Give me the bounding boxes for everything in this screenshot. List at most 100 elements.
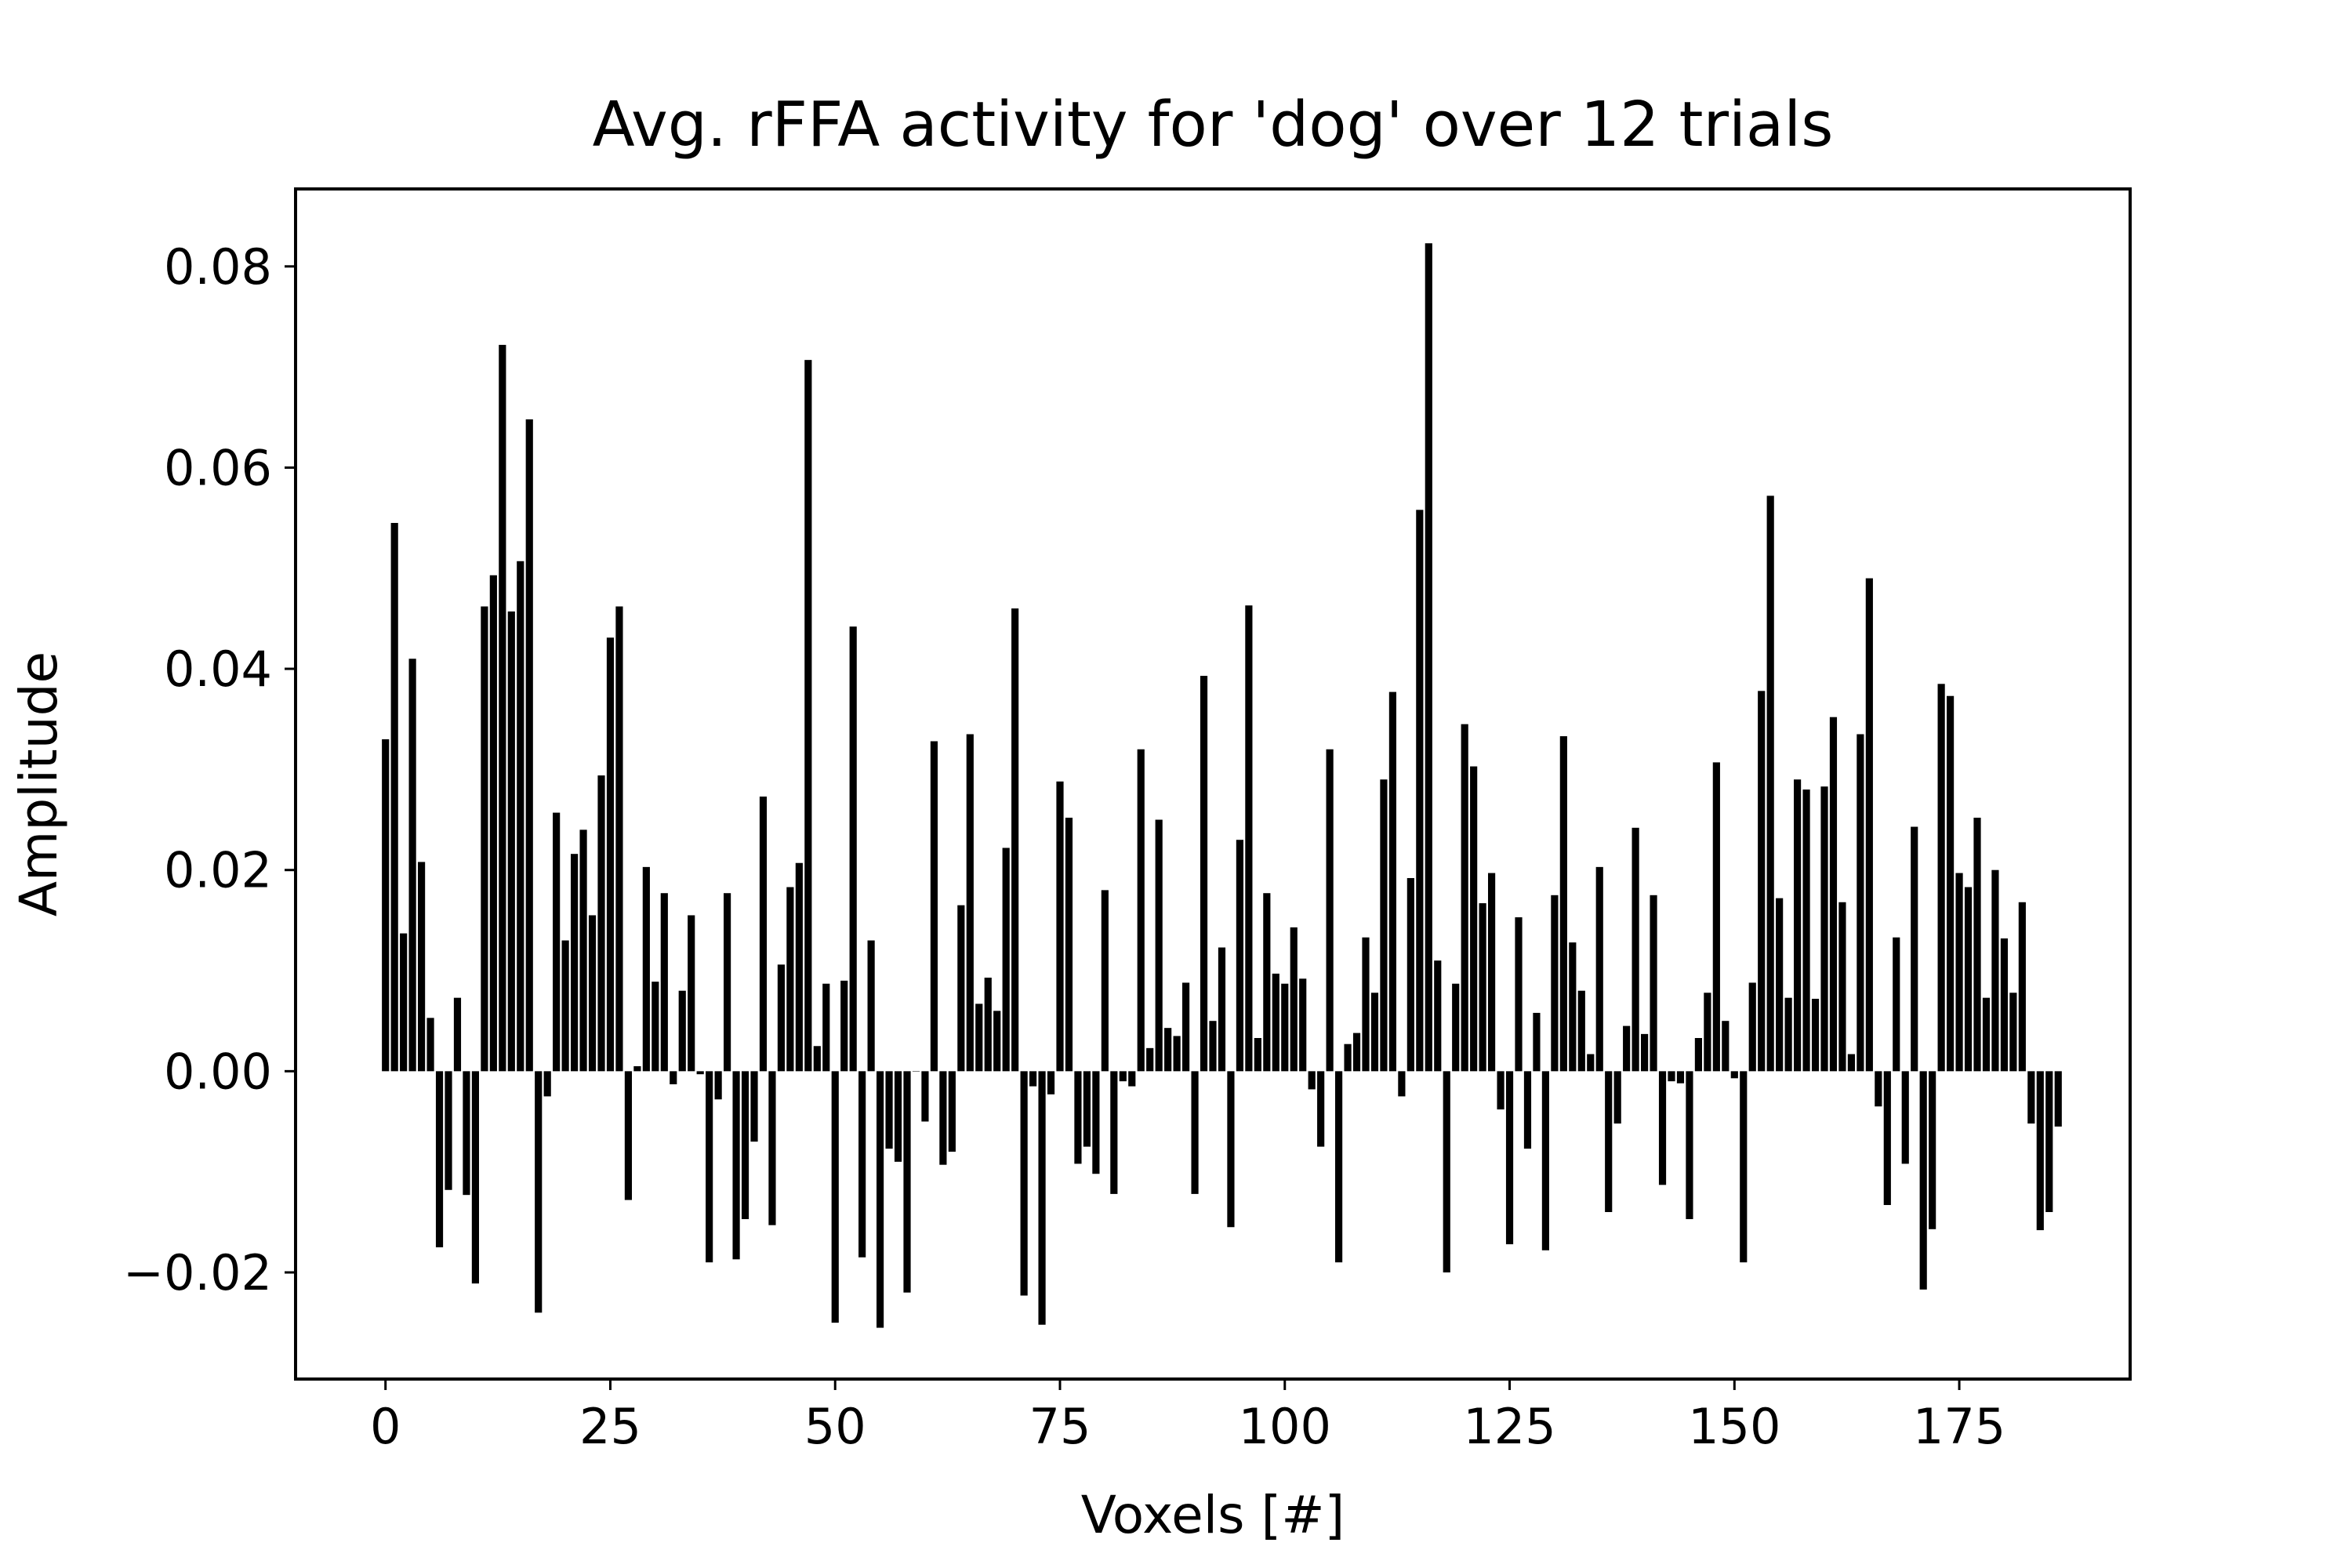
bar [1758, 691, 1766, 1072]
bar [1730, 1071, 1738, 1079]
bar [1623, 1025, 1631, 1072]
bar [1911, 826, 1918, 1072]
bar [1937, 684, 1945, 1072]
y-tick-label: −0.02 [123, 1244, 272, 1301]
bar [1766, 495, 1774, 1072]
bar [885, 1071, 893, 1149]
bar [1092, 1071, 1100, 1174]
bar [453, 997, 462, 1072]
bar [1829, 717, 1838, 1072]
bar [877, 1071, 884, 1328]
bar [499, 344, 506, 1072]
bar [795, 862, 803, 1072]
bar [1209, 1021, 1217, 1072]
bar [418, 862, 426, 1072]
x-tick-label: 25 [579, 1398, 641, 1455]
bar [1569, 942, 1577, 1072]
bar [535, 1071, 543, 1313]
bar [1838, 902, 1846, 1072]
y-tick-label: 0.02 [164, 842, 272, 899]
bar [1632, 827, 1639, 1072]
bar [1515, 917, 1523, 1072]
bar [1641, 1033, 1649, 1072]
bar [1452, 983, 1460, 1072]
bar [948, 1071, 956, 1152]
bar [894, 1071, 902, 1162]
bar [768, 1071, 776, 1225]
bar [652, 982, 659, 1072]
bar [489, 575, 497, 1072]
bar [1523, 1071, 1532, 1149]
bar [1236, 840, 1243, 1072]
bar [426, 1018, 434, 1072]
y-tick-label: 0.04 [164, 641, 272, 698]
bar [2054, 1071, 2062, 1127]
bar [1748, 982, 1756, 1072]
bar [408, 659, 416, 1072]
bar [813, 1046, 821, 1072]
bars-group [382, 243, 2062, 1328]
bar [642, 866, 650, 1072]
bar [2027, 1071, 2035, 1124]
y-tick-label: 0.06 [164, 439, 272, 496]
bar [525, 419, 533, 1072]
bar [1362, 937, 1370, 1072]
bar [1865, 578, 1873, 1072]
bar [1335, 1071, 1343, 1263]
bar [1029, 1071, 1037, 1087]
x-tick-label: 150 [1688, 1398, 1780, 1455]
bar [633, 1065, 641, 1072]
bar [2045, 1071, 2053, 1212]
bar [1551, 895, 1559, 1072]
bar [507, 611, 515, 1072]
y-axis-label: Amplitude [9, 652, 69, 916]
bar [930, 741, 938, 1072]
plot-frame [294, 187, 2132, 1381]
bar [1595, 866, 1603, 1072]
bar [1380, 779, 1388, 1072]
bar [1650, 895, 1657, 1072]
bar [1146, 1047, 1154, 1072]
bar [543, 1071, 551, 1097]
bar [750, 1071, 758, 1142]
bar [400, 933, 408, 1072]
bar [1290, 927, 1298, 1072]
bar [1002, 848, 1010, 1072]
bar [1425, 243, 1432, 1072]
bar [1047, 1071, 1055, 1094]
bar [984, 978, 992, 1072]
bar [1541, 1071, 1549, 1250]
bar [1326, 749, 1334, 1072]
bar [903, 1071, 911, 1293]
bar [624, 1071, 632, 1200]
bar [1613, 1071, 1621, 1124]
bar [714, 1071, 722, 1100]
bar [1929, 1071, 1936, 1229]
bar [858, 1071, 866, 1258]
bar [1820, 786, 1828, 1072]
bar [804, 360, 812, 1072]
bar [696, 1071, 704, 1075]
bar [1533, 1012, 1541, 1072]
bar [1919, 1071, 1927, 1290]
bar [445, 1071, 452, 1190]
bar [1155, 819, 1163, 1072]
bar [1857, 734, 1864, 1072]
bar [1352, 1033, 1361, 1072]
bar [471, 1071, 479, 1284]
bar [1128, 1071, 1136, 1087]
x-tick-label: 75 [1029, 1398, 1091, 1455]
bar [1875, 1071, 1882, 1107]
bar [1883, 1071, 1891, 1206]
chart-title: Avg. rFFA activity for 'dog' over 12 tri… [593, 89, 1834, 161]
bar [957, 905, 965, 1072]
bar [1668, 1071, 1675, 1082]
bar [975, 1004, 983, 1072]
bar [1470, 766, 1478, 1072]
bar [1245, 605, 1253, 1072]
bar [1281, 983, 1289, 1072]
bar [571, 854, 579, 1072]
bar [706, 1071, 713, 1263]
bar [1955, 873, 1963, 1072]
